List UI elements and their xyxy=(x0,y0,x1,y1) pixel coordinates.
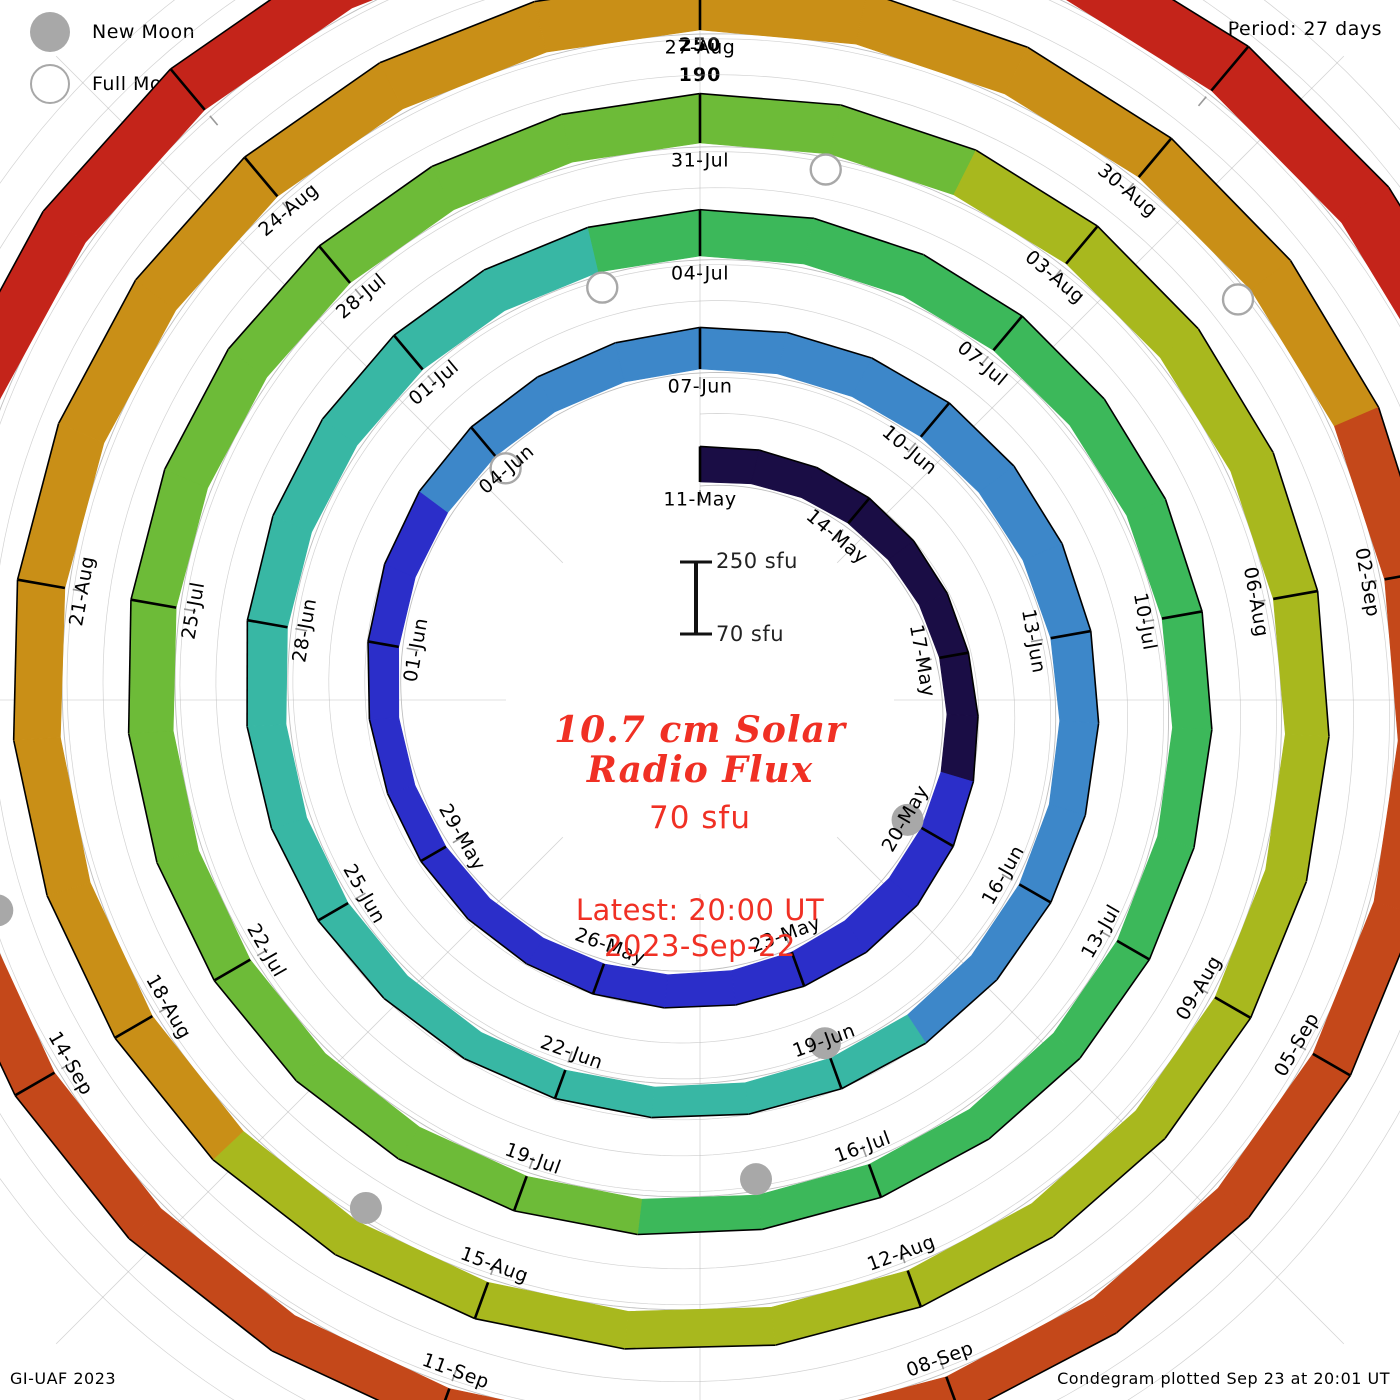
date-label: 04-Jul xyxy=(671,263,729,285)
full-moon-marker xyxy=(489,452,522,485)
new-moon-marker xyxy=(740,1163,773,1196)
plot-title-line2: Radio Flux xyxy=(586,749,814,791)
new-moon-marker xyxy=(349,1191,382,1224)
full-moon-marker xyxy=(586,271,619,304)
footer-timestamp: Condegram plotted Sep 23 at 20:01 UT xyxy=(1057,1369,1390,1388)
legend-label-new-moon: New Moon xyxy=(92,21,196,43)
scale-bar-icon xyxy=(680,560,712,636)
latest-observation: Latest: 20:00 UT 2023-Sep-22 xyxy=(0,892,1400,964)
current-flux-value: 70 sfu xyxy=(648,800,751,836)
center-info-block: 250 sfu 70 sfu 10.7 cm Solar Radio Flux … xyxy=(0,548,1400,964)
plot-title-line1: 10.7 cm Solar xyxy=(554,709,846,751)
date-label: 27-Aug xyxy=(665,37,736,59)
latest-time: Latest: 20:00 UT xyxy=(575,893,825,927)
new-moon-marker xyxy=(808,1027,841,1060)
scale-bar: 250 sfu 70 sfu xyxy=(0,548,1400,658)
legend-item-new-moon: New Moon xyxy=(24,6,344,58)
full-moon-icon xyxy=(30,64,70,104)
date-label: 07-Jun xyxy=(668,376,733,398)
latest-date: 2023-Sep-22 xyxy=(604,929,796,963)
new-moon-marker xyxy=(891,803,924,836)
date-label: 11-May xyxy=(663,489,736,511)
footer-credit: GI-UAF 2023 xyxy=(10,1369,117,1388)
moon-markers xyxy=(0,153,1255,1224)
full-moon-marker xyxy=(1221,283,1255,316)
plot-title: 10.7 cm Solar Radio Flux 70 sfu xyxy=(0,710,1400,846)
scale-bar-low-label: 70 sfu xyxy=(716,622,785,646)
new-moon-icon xyxy=(30,12,70,52)
new-moon-marker xyxy=(0,894,14,927)
period-label: Period: 27 days xyxy=(1227,18,1382,40)
full-moon-marker xyxy=(809,153,842,186)
date-label: 31-Jul xyxy=(671,150,729,172)
scale-bar-high-label: 250 sfu xyxy=(716,549,798,573)
